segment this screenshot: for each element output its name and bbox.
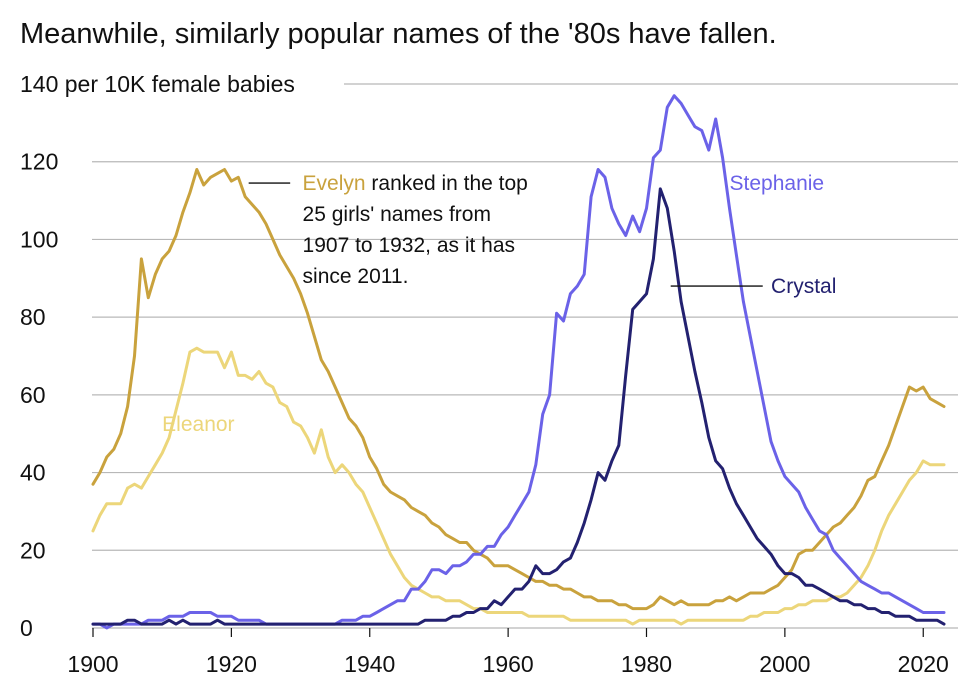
x-tick-label: 1900 — [67, 651, 118, 677]
y-tick-label: 40 — [20, 460, 46, 486]
y-tick-label: 80 — [20, 304, 46, 330]
x-tick-label: 2000 — [759, 651, 810, 677]
annotation-line: 25 girls' names from — [303, 203, 491, 226]
annotation-line: 1907 to 1932, as it has — [303, 234, 516, 257]
annotation-line: Evelyn ranked in the top — [303, 172, 528, 195]
series-labels: Eleanor Stephanie Crystal — [162, 172, 836, 436]
y-tick-label: 20 — [20, 537, 46, 563]
annotation-series-name: Evelyn — [303, 172, 366, 195]
series-lines — [91, 94, 946, 630]
gridlines — [92, 83, 958, 629]
y-tick-label: 100 — [20, 226, 58, 252]
x-tick-label: 2020 — [898, 651, 949, 677]
annotations: Evelyn ranked in the top 25 girls' names … — [248, 172, 763, 288]
y-tick-label: 60 — [20, 382, 46, 408]
series-line-eleanor — [91, 346, 946, 626]
y-axis-ticks: 0 20 40 60 80 100 120 140 per 10K female babies — [20, 71, 295, 641]
series-line-evelyn — [91, 168, 946, 611]
annotation-line: since 2011. — [303, 265, 409, 288]
series-label-eleanor: Eleanor — [162, 413, 234, 436]
chart-title: Meanwhile, similarly popular names of th… — [20, 18, 777, 50]
x-axis-ticks: 1900 1920 1940 1960 1980 2000 2020 — [67, 628, 949, 677]
y-tick-label: 0 — [20, 615, 33, 641]
x-tick-label: 1920 — [206, 651, 257, 677]
x-tick-label: 1940 — [344, 651, 395, 677]
y-tick-label: 120 — [20, 149, 58, 175]
series-line-stephanie — [91, 94, 946, 630]
x-tick-label: 1980 — [621, 651, 672, 677]
series-label-stephanie: Stephanie — [730, 172, 825, 195]
series-label-crystal: Crystal — [771, 275, 836, 298]
y-tick-label: 140 per 10K female babies — [20, 71, 295, 97]
x-tick-label: 1960 — [483, 651, 534, 677]
series-line-crystal — [91, 187, 946, 626]
